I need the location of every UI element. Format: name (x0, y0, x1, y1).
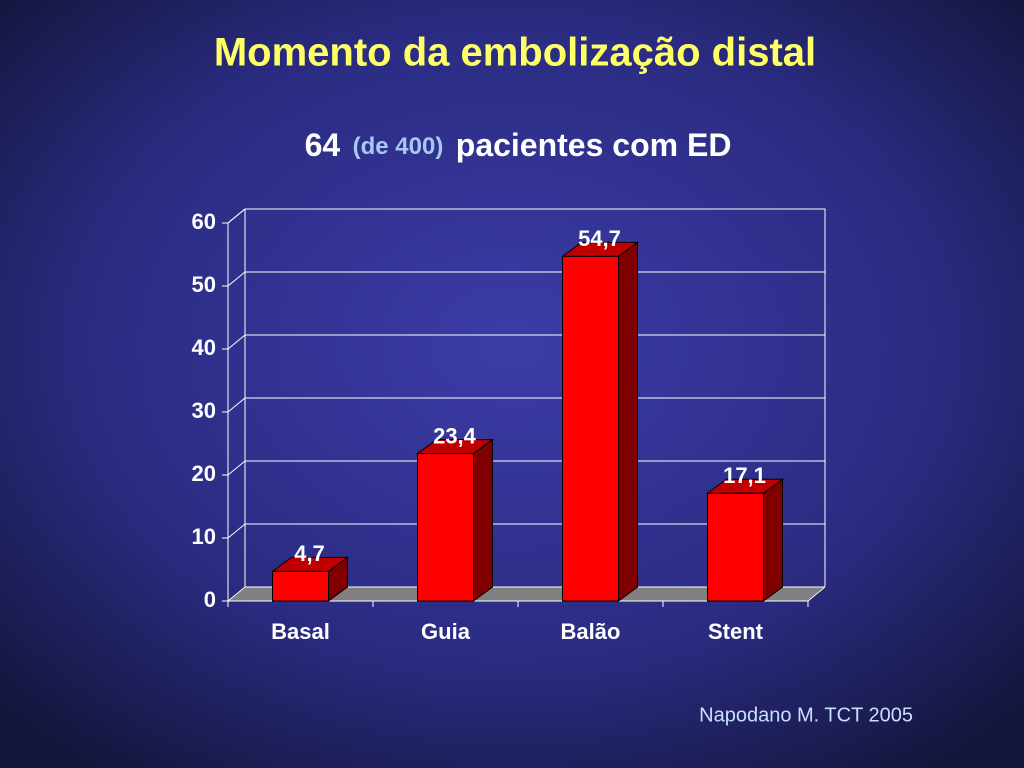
y-tick-label: 0 (204, 587, 216, 612)
bar (562, 255, 619, 602)
y-tick-label: 20 (192, 461, 216, 486)
data-label: 4,7 (294, 541, 325, 566)
bar (707, 492, 764, 602)
grid-line-side (227, 523, 246, 539)
bar-side (763, 478, 783, 602)
x-tick-label: Basal (271, 619, 330, 644)
y-tick-label: 60 (192, 209, 216, 234)
x-tick-label: Stent (708, 619, 764, 644)
subtitle-part: 64 (305, 127, 341, 163)
data-label: 54,7 (578, 226, 621, 251)
grid-line-side (227, 460, 246, 476)
source-note: Napodano M. TCT 2005 (699, 704, 913, 726)
y-tick-label: 40 (192, 335, 216, 360)
grid-line-side (227, 208, 246, 224)
subtitle-part: (de 400) (353, 133, 444, 160)
y-tick-label: 10 (192, 524, 216, 549)
x-tick-label: Balão (561, 619, 621, 644)
data-label: 17,1 (723, 463, 766, 488)
bar (417, 453, 474, 602)
grid-line-side (227, 334, 246, 350)
bar-side (618, 241, 638, 602)
grid-line-side (227, 586, 246, 602)
data-label: 23,4 (433, 423, 477, 448)
chart-title: Momento da embolização distal (214, 31, 816, 75)
y-tick-label: 50 (192, 272, 216, 297)
chart-subtitle: 64 (de 400) pacientes com ED (305, 127, 732, 163)
grid-line-side (227, 271, 246, 287)
grid-line-side (227, 397, 246, 413)
x-axis-end (807, 586, 826, 602)
y-tick-label: 30 (192, 398, 216, 423)
bar (272, 570, 329, 602)
x-tick-label: Guia (421, 619, 471, 644)
subtitle-part: pacientes com ED (456, 127, 732, 163)
bar-side (473, 438, 493, 602)
